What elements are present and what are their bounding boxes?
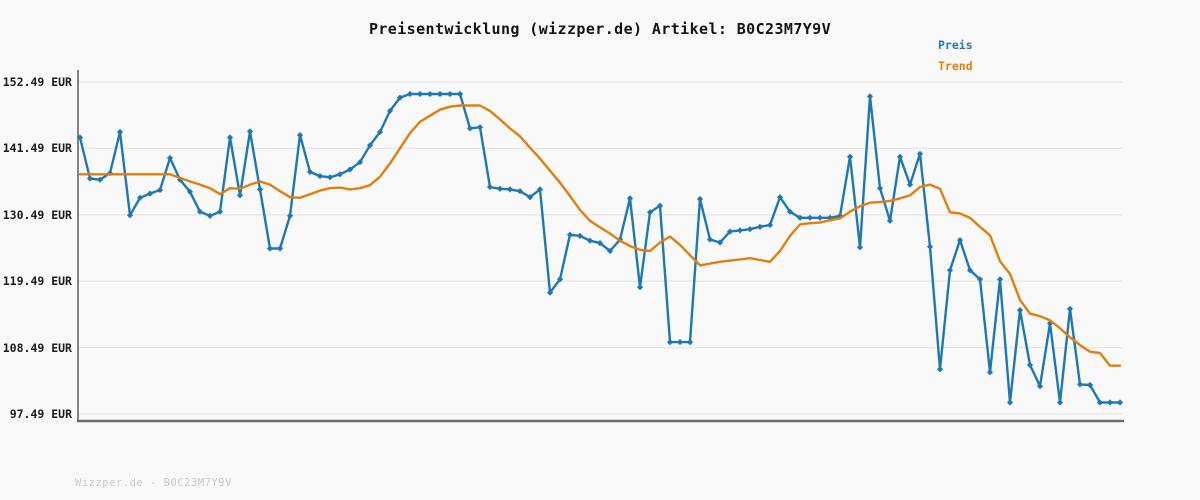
trend-line [78,104,1122,367]
y-tick-label: 152.49 EUR [2,75,72,89]
y-tick-label: 97.49 EUR [9,407,72,421]
watermark: Wizzper.de - B0C23M7Y9V [75,477,232,489]
y-tick-label: 130.49 EUR [2,207,72,222]
legend-item-trend: Trend [938,59,973,73]
preis-line [76,90,1124,406]
y-axis-labels: 152.49 EUR 141.49 EUR 130.49 EUR 119.49 EUR… [0,0,72,460]
gridlines [78,81,1122,415]
data-point-markers [76,90,1124,406]
chart-canvas [76,70,1124,423]
y-tick-label: 108.49 EUR [2,340,72,355]
y-tick-label: 141.49 EUR [2,141,72,156]
y-tick-label: 119.49 EUR [2,274,72,289]
chart-title: Preisentwicklung (wizzper.de) Artikel: B… [368,20,832,38]
legend: Preis Trend [938,39,973,81]
legend-item-preis: Preis [938,38,973,52]
axis-spines [77,70,1124,423]
